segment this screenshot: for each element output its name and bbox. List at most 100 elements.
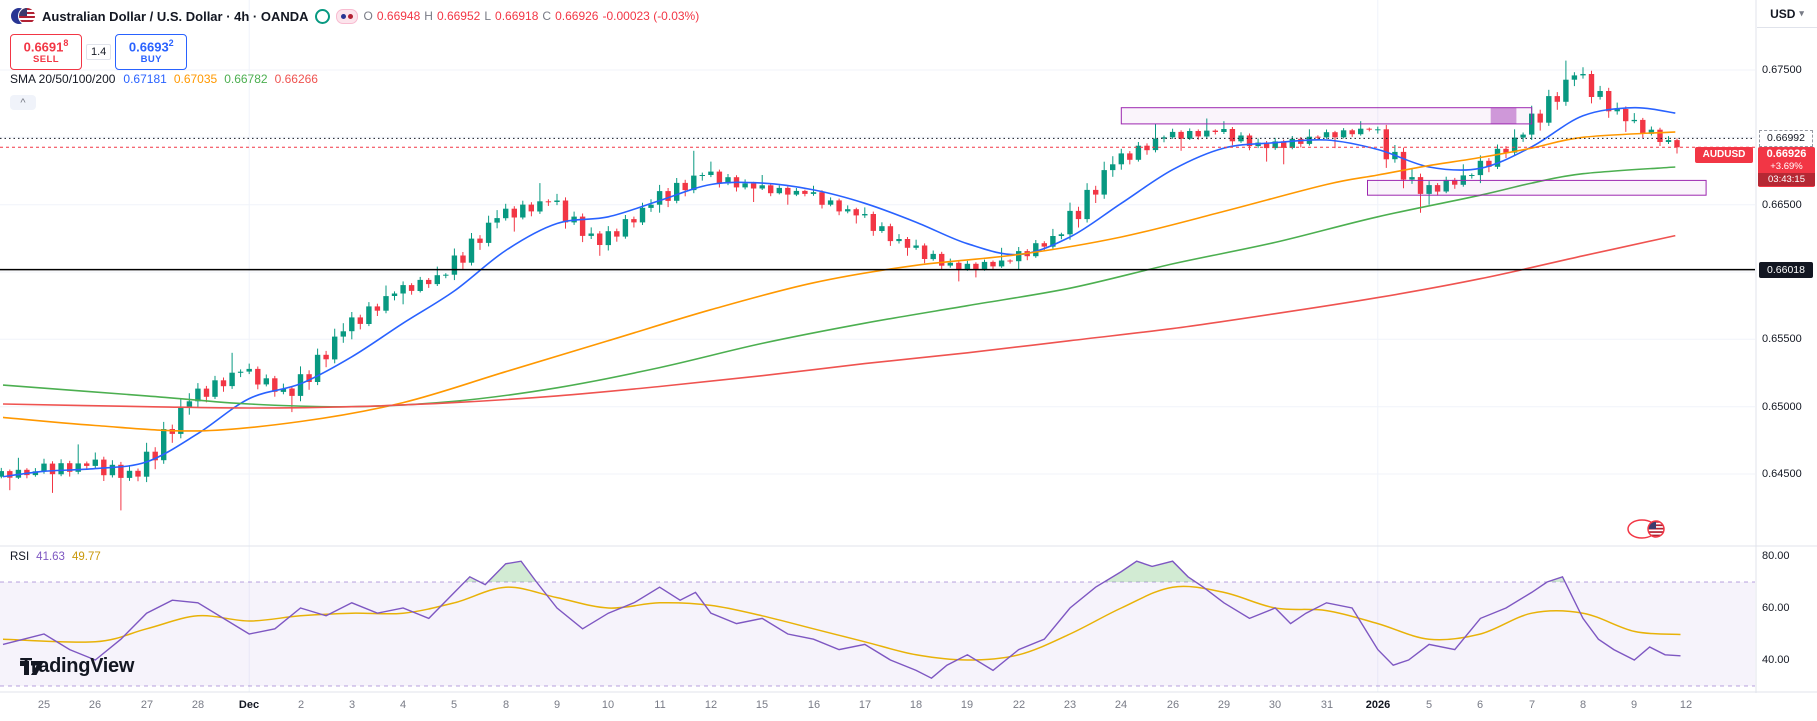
time-tick-label: 12	[1679, 699, 1693, 711]
candle	[1554, 92, 1560, 110]
candle	[1340, 128, 1347, 139]
economic-event-icon[interactable]	[1627, 519, 1665, 539]
price-tick-label: 0.66500	[1762, 198, 1802, 211]
sma-indicator-legend[interactable]: SMA 20/50/100/200 0.67181 0.67035 0.66782 0…	[10, 72, 325, 86]
tradingview-logo[interactable]: TradingView	[20, 655, 134, 678]
time-tick-label: 8	[502, 699, 510, 711]
candle	[58, 459, 64, 477]
sma-line-SMA50[interactable]	[2, 131, 1676, 432]
buy-button[interactable]: 0.66932 BUY	[115, 34, 188, 70]
chevron-up-icon: ^	[20, 96, 26, 109]
candle	[408, 283, 415, 295]
candle	[691, 150, 697, 194]
rsi-value: 41.63	[36, 551, 65, 563]
price-zone-3[interactable]	[1367, 179, 1707, 196]
market-status-icon[interactable]	[314, 8, 330, 24]
candle	[1580, 67, 1586, 79]
candle	[1571, 72, 1578, 87]
time-tick-label: 17	[858, 699, 872, 711]
time-tick-label: 9	[1630, 699, 1638, 711]
candle	[49, 461, 56, 493]
candle	[597, 231, 603, 256]
rsi-ma-line[interactable]	[2, 585, 1681, 661]
price-zone-1[interactable]	[1120, 107, 1533, 125]
time-axis[interactable]: 25 26 27 28 Dec 2 3 4 5 8 9 10 11 12 15 16 17 18 19 22 23 24 2…	[0, 693, 1817, 721]
sma-line-SMA100[interactable]	[2, 166, 1676, 408]
symbol-legend[interactable]: Australian Dollar / U.S. Dollar · 4h · O…	[10, 7, 699, 25]
candle	[1366, 127, 1372, 132]
candle	[562, 197, 569, 229]
candle	[793, 188, 800, 197]
price-tick-label: 0.65000	[1762, 400, 1802, 413]
sma-line-SMA20[interactable]	[2, 106, 1676, 478]
high-label: H	[424, 9, 433, 23]
rsi-line[interactable]	[2, 560, 1681, 680]
time-tick-label: 10	[601, 699, 615, 711]
candle	[126, 465, 133, 481]
hline-price-label[interactable]: 0.66018	[1759, 261, 1813, 278]
candle	[930, 250, 936, 261]
currency-pair-logo	[10, 7, 36, 25]
price-axis[interactable]: 0.66992 0.66926 +3.69% 03:43:15 0.66018 …	[1757, 0, 1817, 721]
time-tick-label: 7	[1528, 699, 1536, 711]
sell-button[interactable]: 0.66918 SELL	[10, 34, 82, 70]
price-scale-currency-toggle[interactable]: USD ▾	[1757, 0, 1817, 28]
candle	[178, 398, 184, 439]
candle	[1127, 151, 1133, 165]
ohlc-readout: O 0.66948 H 0.66952 L 0.66918 C 0.66926 -0.0…	[364, 9, 700, 23]
collapse-legend-button[interactable]: ^	[10, 95, 36, 110]
candle	[391, 291, 398, 301]
candle	[733, 175, 740, 192]
alert-price-label[interactable]: 0.66992	[1759, 130, 1813, 148]
time-tick-label: 28	[191, 699, 205, 711]
candle	[656, 184, 663, 213]
candle	[998, 247, 1005, 268]
time-tick-label: 5	[1425, 699, 1433, 711]
candle	[1204, 118, 1210, 139]
candle	[169, 424, 175, 443]
candle	[92, 452, 98, 469]
candle	[229, 352, 235, 389]
candle	[1144, 143, 1150, 155]
candle	[468, 233, 475, 266]
candle	[1588, 70, 1595, 104]
sma-legend-value: 0.66782	[224, 72, 268, 86]
candle	[383, 285, 389, 314]
price-tick-label: 0.64500	[1762, 468, 1802, 480]
candle	[1007, 259, 1013, 264]
spread-value: 1.4	[86, 44, 112, 60]
candle	[161, 421, 167, 464]
candle	[1084, 183, 1090, 223]
sma-legend-title: SMA 20/50/100/200	[10, 72, 116, 86]
candlestick-series[interactable]	[0, 60, 1680, 511]
candle	[460, 252, 466, 270]
candle	[887, 223, 894, 246]
close-value: 0.66926	[555, 9, 599, 23]
rsi-ma-value: 49.77	[71, 551, 101, 563]
candle	[520, 200, 526, 220]
time-tick-label: Dec	[238, 699, 260, 711]
candle	[810, 185, 817, 196]
candle	[913, 239, 919, 250]
candle	[263, 374, 269, 387]
candle	[819, 190, 825, 209]
rsi-indicator-legend[interactable]: RSI 41.63 49.77	[10, 551, 101, 563]
candle	[1606, 87, 1612, 118]
candle	[768, 183, 774, 197]
candle	[1674, 138, 1680, 154]
candle	[1238, 132, 1244, 143]
flagged-symbol-icon[interactable]	[335, 8, 358, 24]
candle	[1494, 144, 1501, 169]
candle	[947, 258, 953, 268]
candle	[195, 383, 201, 408]
candle	[374, 303, 381, 316]
tradingview-logo-text: TradingView	[20, 655, 135, 677]
sma-line-SMA200[interactable]	[2, 234, 1676, 409]
candle	[605, 226, 611, 251]
candle	[1263, 141, 1270, 162]
candle	[1469, 173, 1475, 179]
price-zone-2[interactable]	[1490, 107, 1517, 124]
symbol-title[interactable]: Australian Dollar / U.S. Dollar · 4h · O…	[42, 8, 309, 24]
grid	[0, 0, 1755, 692]
